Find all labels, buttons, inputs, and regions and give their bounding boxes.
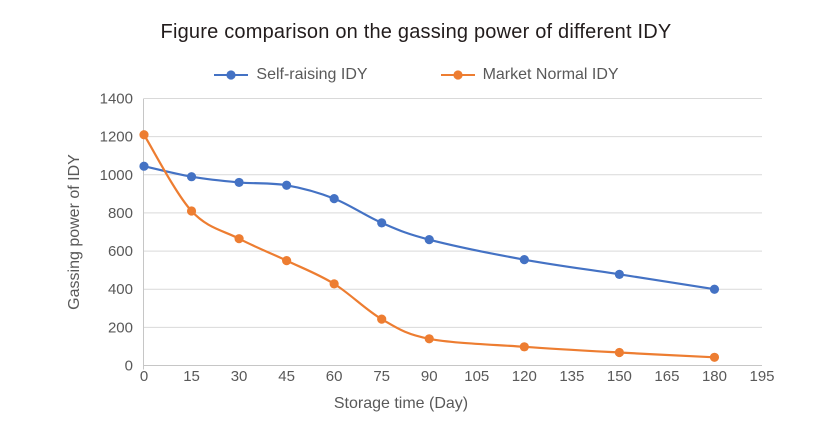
data-point-marker-market-normal-idy xyxy=(329,279,339,289)
data-point-marker-market-normal-idy xyxy=(377,314,387,324)
data-point-marker-self-raising-idy xyxy=(519,255,529,265)
x-tick-label: 15 xyxy=(183,368,200,385)
x-tick-label: 120 xyxy=(512,368,537,385)
data-point-marker-self-raising-idy xyxy=(614,269,624,279)
x-tick-label: 180 xyxy=(702,368,727,385)
x-tick-label: 135 xyxy=(559,368,584,385)
chart-title: Figure comparison on the gassing power o… xyxy=(160,21,672,43)
data-point-marker-self-raising-idy xyxy=(282,180,292,190)
x-tick-label: 0 xyxy=(140,368,148,385)
legend-item-self-raising-idy: Self-raising IDY xyxy=(213,66,368,84)
data-point-marker-market-normal-idy xyxy=(709,352,720,362)
legend-dot-icon xyxy=(226,70,237,80)
series-line-self-raising-idy xyxy=(142,165,716,291)
y-tick-label: 400 xyxy=(108,281,133,298)
y-tick-label: 800 xyxy=(108,205,133,222)
legend-item-market-normal-idy: Market Normal IDY xyxy=(440,66,619,84)
data-point-marker-self-raising-idy xyxy=(329,194,339,204)
data-point-marker-market-normal-idy xyxy=(614,347,624,358)
x-tick-label: 60 xyxy=(326,368,343,385)
x-axis-title: Storage time (Day) xyxy=(333,395,469,412)
legend: Self-raising IDY Market Normal IDY xyxy=(0,66,832,84)
legend-dot-icon xyxy=(452,70,463,80)
legend-marker-line-dot-icon xyxy=(214,70,249,80)
data-point-marker-self-raising-idy xyxy=(234,177,244,188)
x-tick-label: 195 xyxy=(749,368,774,385)
data-point-marker-market-normal-idy xyxy=(282,256,292,266)
x-tick-label: 165 xyxy=(654,368,679,385)
data-point-marker-self-raising-idy xyxy=(424,235,434,245)
data-point-marker-self-raising-idy xyxy=(377,218,387,228)
data-point-marker-self-raising-idy xyxy=(709,284,720,294)
x-tick-label: 150 xyxy=(607,368,632,385)
data-point-marker-market-normal-idy xyxy=(424,334,434,344)
data-point-marker-market-normal-idy xyxy=(186,206,197,216)
y-tick-label: 200 xyxy=(108,319,133,336)
y-tick-label: 1000 xyxy=(100,167,133,184)
x-tick-label: 75 xyxy=(373,368,390,385)
y-axis-title: Gassing power of IDY xyxy=(66,154,83,310)
data-point-marker-market-normal-idy xyxy=(234,234,244,244)
data-point-marker-self-raising-idy xyxy=(139,161,149,171)
y-tick-label: 1200 xyxy=(100,129,133,146)
data-point-marker-self-raising-idy xyxy=(186,172,197,182)
legend-marker-line-dot-icon xyxy=(440,70,475,80)
x-tick-label: 45 xyxy=(278,368,295,385)
series-line-market-normal-idy xyxy=(142,133,716,359)
legend-label-market-normal-idy: Market Normal IDY xyxy=(482,66,619,83)
y-tick-label: 0 xyxy=(125,358,133,375)
x-tick-label: 105 xyxy=(464,368,489,385)
y-tick-label: 1400 xyxy=(100,91,133,108)
x-tick-label: 30 xyxy=(231,368,248,385)
data-point-marker-market-normal-idy xyxy=(139,130,149,140)
legend-label-self-raising-idy: Self-raising IDY xyxy=(256,66,368,83)
x-tick-label: 90 xyxy=(421,368,438,385)
y-tick-label: 600 xyxy=(108,243,133,260)
data-point-marker-market-normal-idy xyxy=(519,342,529,352)
